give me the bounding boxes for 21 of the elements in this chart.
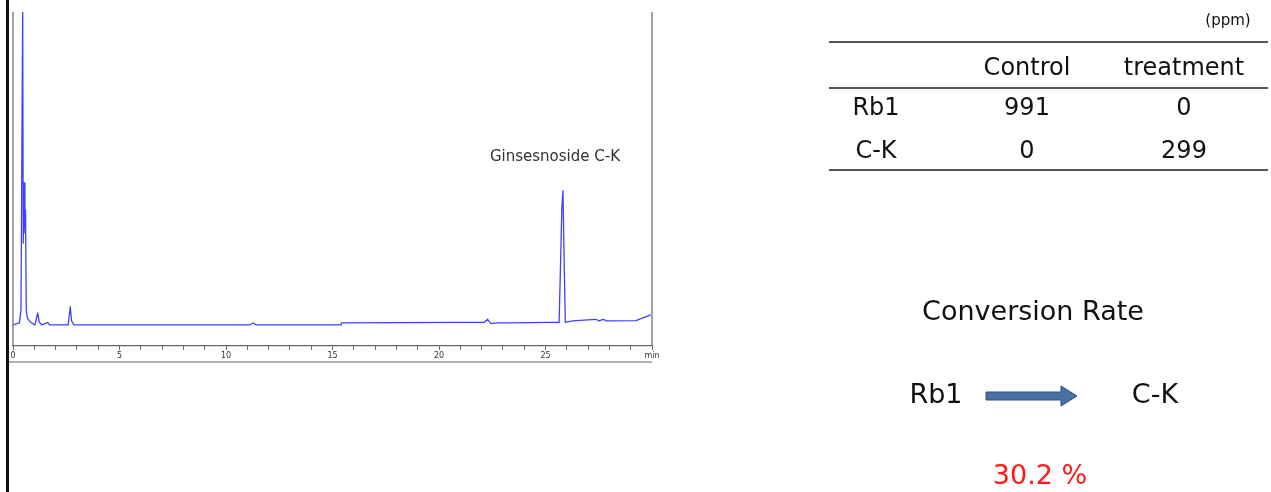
text: Rb1 — [852, 93, 900, 121]
text: 0 — [1019, 136, 1035, 164]
text: 30.2 % — [992, 458, 1088, 490]
x-tick-label: 5 — [116, 350, 123, 360]
x-tick-label: 20 — [433, 350, 445, 360]
text: (ppm) — [1205, 11, 1251, 29]
text: Control — [983, 53, 1071, 81]
text: C-K — [855, 136, 897, 164]
text: 0 — [1176, 93, 1192, 121]
text: 991 — [1004, 93, 1050, 121]
x-tick-label: 0 — [10, 350, 16, 360]
x-tick-label: 25 — [540, 350, 551, 360]
text: 299 — [1161, 136, 1207, 164]
x-tick-label: 10 — [220, 350, 232, 360]
annotation: Ginsesnoside C-K — [489, 146, 622, 165]
text: C-K — [1131, 377, 1179, 409]
x-tick-label: 15 — [327, 350, 338, 360]
text: Rb1 — [909, 377, 963, 409]
text: treatment — [1123, 53, 1245, 81]
x-tick-label: min — [644, 350, 660, 360]
text: Conversion Rate — [922, 294, 1144, 326]
